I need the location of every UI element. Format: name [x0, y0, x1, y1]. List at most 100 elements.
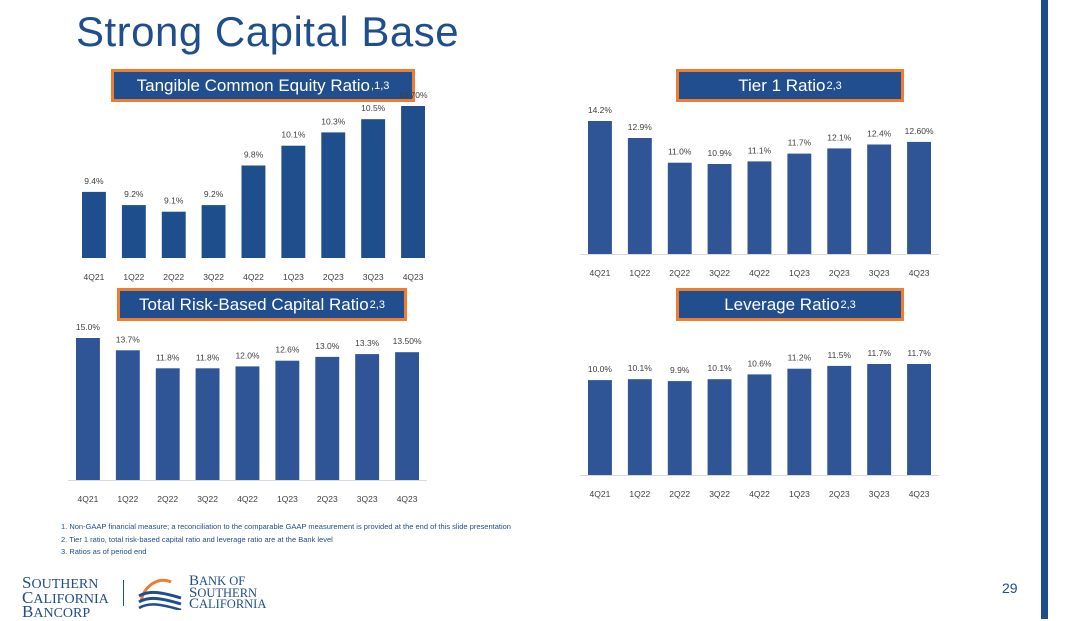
- value-label: 11.0%: [668, 147, 692, 157]
- x-tick-label: 4Q21: [590, 268, 611, 278]
- bar-1Q23: [787, 153, 812, 254]
- x-tick-label: 3Q22: [709, 268, 730, 278]
- x-tick-label: 2Q22: [669, 489, 690, 499]
- logo-left-l1-cap: S: [22, 573, 32, 592]
- chart-header-tier1: Tier 1 Ratio 2,3: [676, 69, 904, 102]
- chart-title-sup-tier1: 2,3: [826, 79, 842, 92]
- x-tick-label: 4Q21: [590, 489, 611, 499]
- bar-2Q22: [155, 368, 180, 480]
- value-label: 9.9%: [670, 365, 690, 375]
- bank-wave-logo-icon: [138, 578, 182, 610]
- bar-1Q22: [627, 138, 652, 254]
- value-label: 11.2%: [788, 353, 812, 363]
- value-label: 9.1%: [164, 196, 184, 206]
- value-label: 9.8%: [244, 150, 264, 160]
- x-tick-label: 4Q23: [909, 268, 930, 278]
- value-label: 12.1%: [827, 132, 852, 142]
- bar-4Q21: [588, 380, 612, 475]
- x-tick-label: 1Q22: [117, 494, 138, 504]
- bar-3Q23: [361, 119, 386, 258]
- value-label: 10.3%: [321, 116, 346, 126]
- value-label: 11.8%: [196, 352, 220, 362]
- value-label: 12.9%: [628, 122, 653, 132]
- x-tick-label: 2Q22: [163, 272, 184, 282]
- chart-title-sup-trbc: 2,3: [369, 298, 385, 311]
- bar-1Q22: [115, 350, 140, 480]
- footnote-1: 1. Non-GAAP financial measure; a reconci…: [61, 522, 511, 531]
- bar-4Q22: [747, 374, 772, 475]
- bar-4Q21: [76, 338, 100, 480]
- value-label: 9.4%: [84, 176, 104, 186]
- value-label: 10.0%: [588, 364, 613, 374]
- value-label: 13.0%: [315, 341, 340, 351]
- chart-leverage: 10.0% 4Q21 10.1% 1Q22 9.9% 2Q22 10.1% 3Q22 10.6%…: [580, 348, 939, 499]
- bar-4Q23: [401, 106, 425, 258]
- value-label: 10.9%: [708, 148, 733, 158]
- logo-left-l2-cap: C: [22, 587, 34, 607]
- bar-4Q21: [82, 191, 106, 258]
- value-label: 13.3%: [355, 338, 380, 348]
- chart-title-sup-leverage: 2,3: [840, 298, 856, 311]
- right-accent-bar: [1041, 0, 1048, 619]
- bar-3Q23: [867, 144, 892, 254]
- x-tick-label: 1Q22: [629, 268, 650, 278]
- logo-left-l3-cap: B: [22, 602, 34, 621]
- bar-2Q22: [161, 211, 186, 258]
- bar-4Q23: [395, 352, 419, 480]
- bar-2Q23: [827, 365, 852, 475]
- x-tick-label: 1Q22: [123, 272, 144, 282]
- value-label: 10.5%: [361, 103, 386, 113]
- bar-4Q22: [235, 366, 260, 480]
- logo-right-l3-cap: C: [189, 596, 200, 612]
- bar-4Q22: [747, 161, 772, 254]
- bar-1Q23: [787, 368, 812, 475]
- chart-title-tce: Tangible Common Equity Ratio: [136, 75, 371, 95]
- chart-tier1: 14.2% 4Q21 12.9% 1Q22 11.0% 2Q22 10.9% 3Q22 11.1…: [580, 105, 939, 278]
- chart-title-sup-tce: ,1,3: [371, 79, 390, 92]
- x-tick-label: 3Q22: [197, 494, 218, 504]
- bar-3Q22: [195, 368, 220, 480]
- logo-right-l2-cap: S: [189, 584, 198, 601]
- x-tick-label: 3Q22: [203, 272, 224, 282]
- x-tick-label: 4Q23: [909, 489, 930, 499]
- value-label: 10.1%: [281, 130, 306, 140]
- logo-left-l3-rest: ANCORP: [33, 606, 91, 621]
- x-tick-label: 1Q22: [629, 489, 650, 499]
- bar-1Q23: [275, 360, 300, 480]
- x-tick-label: 4Q21: [84, 272, 105, 282]
- x-tick-label: 4Q22: [237, 494, 258, 504]
- logo-right-l3-rest: ALIFORNIA: [199, 597, 267, 611]
- bar-2Q22: [667, 381, 692, 475]
- value-label: 11.7%: [867, 348, 891, 358]
- value-label: 15.0%: [76, 322, 101, 332]
- page-title: Strong Capital Base: [76, 8, 460, 55]
- value-label: 13.7%: [116, 334, 141, 344]
- bar-3Q23: [867, 364, 892, 475]
- x-tick-label: 2Q23: [317, 494, 338, 504]
- logo-left-l2-rest: ALIFORNIA: [33, 591, 109, 607]
- x-tick-label: 1Q23: [789, 489, 810, 499]
- bar-3Q22: [707, 379, 732, 475]
- bar-2Q23: [315, 356, 340, 480]
- x-tick-label: 2Q23: [829, 489, 850, 499]
- value-label: 9.2%: [124, 189, 144, 199]
- x-tick-label: 2Q23: [323, 272, 344, 282]
- page-number: 29: [1002, 580, 1018, 596]
- x-tick-label: 4Q23: [397, 494, 418, 504]
- bar-4Q22: [241, 165, 266, 258]
- x-tick-label: 4Q22: [243, 272, 264, 282]
- value-label: 11.7%: [907, 348, 931, 358]
- value-label: 12.60%: [905, 126, 934, 136]
- x-tick-label: 3Q23: [357, 494, 378, 504]
- logo-divider: [123, 580, 124, 606]
- x-tick-label: 3Q22: [709, 489, 730, 499]
- bar-4Q23: [907, 364, 931, 475]
- footnotes: 1. Non-GAAP financial measure; a reconci…: [61, 521, 511, 559]
- bar-2Q22: [667, 162, 692, 254]
- value-label: 12.0%: [235, 350, 260, 360]
- bar-1Q22: [627, 379, 652, 475]
- x-tick-label: 4Q21: [78, 494, 99, 504]
- value-label: 10.70%: [399, 90, 428, 100]
- x-tick-label: 1Q23: [283, 272, 304, 282]
- chart-title-tier1: Tier 1 Ratio: [738, 75, 826, 95]
